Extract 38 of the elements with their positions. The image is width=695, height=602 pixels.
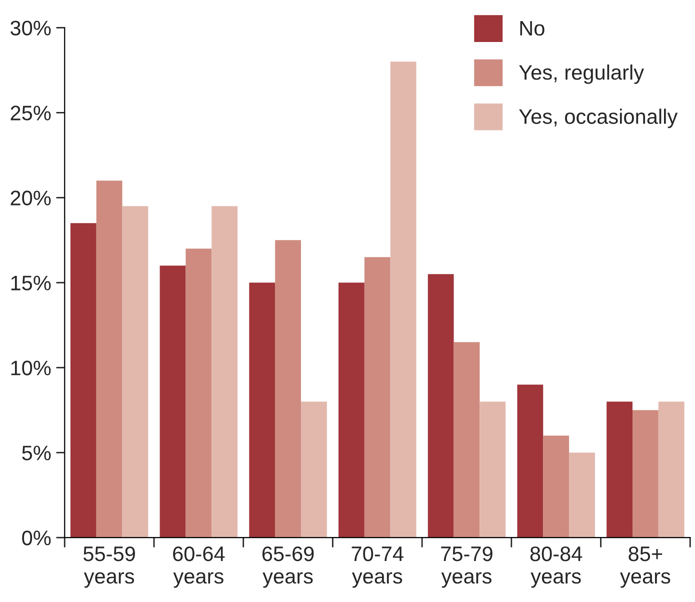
bar bbox=[606, 402, 632, 538]
y-tick-label: 30% bbox=[10, 20, 51, 36]
bar bbox=[275, 240, 301, 538]
x-tick-label: 85+ years bbox=[620, 546, 670, 588]
bar bbox=[364, 257, 390, 538]
legend-label: No bbox=[520, 21, 544, 36]
bar bbox=[160, 266, 186, 538]
y-tick-label: 15% bbox=[11, 276, 51, 290]
bar bbox=[454, 342, 480, 538]
bar bbox=[300, 402, 327, 538]
bar bbox=[632, 410, 658, 538]
legend-label: Yes, regularly bbox=[519, 64, 644, 84]
x-tick-label: 65-69 years bbox=[262, 546, 314, 588]
x-tick-label: 60-64 years bbox=[173, 546, 225, 588]
bar bbox=[212, 206, 238, 538]
x-tick-label: 80-84 years bbox=[530, 546, 582, 588]
y-tick-label: 10% bbox=[11, 360, 51, 376]
y-tick-label: 20% bbox=[10, 190, 51, 206]
x-tick-label: 75-79 years bbox=[441, 546, 492, 588]
bar bbox=[569, 452, 595, 538]
bar bbox=[338, 282, 364, 538]
x-tick-label: 70-74 years bbox=[352, 546, 404, 588]
bar bbox=[480, 402, 506, 538]
bar bbox=[390, 62, 416, 538]
bar bbox=[122, 206, 148, 538]
legend-label: Yes, occasionally bbox=[519, 108, 678, 128]
bar bbox=[658, 402, 684, 538]
y-tick-label: 0% bbox=[22, 530, 51, 546]
bar bbox=[517, 384, 544, 538]
bar bbox=[96, 180, 122, 538]
x-tick-label: 55-59 years bbox=[84, 546, 135, 588]
y-tick-label: 25% bbox=[10, 106, 51, 120]
bar bbox=[543, 436, 570, 538]
bar bbox=[70, 223, 96, 538]
bar bbox=[186, 248, 212, 538]
bar bbox=[428, 274, 454, 538]
y-tick-label: 5% bbox=[22, 446, 51, 460]
bar bbox=[249, 282, 276, 538]
